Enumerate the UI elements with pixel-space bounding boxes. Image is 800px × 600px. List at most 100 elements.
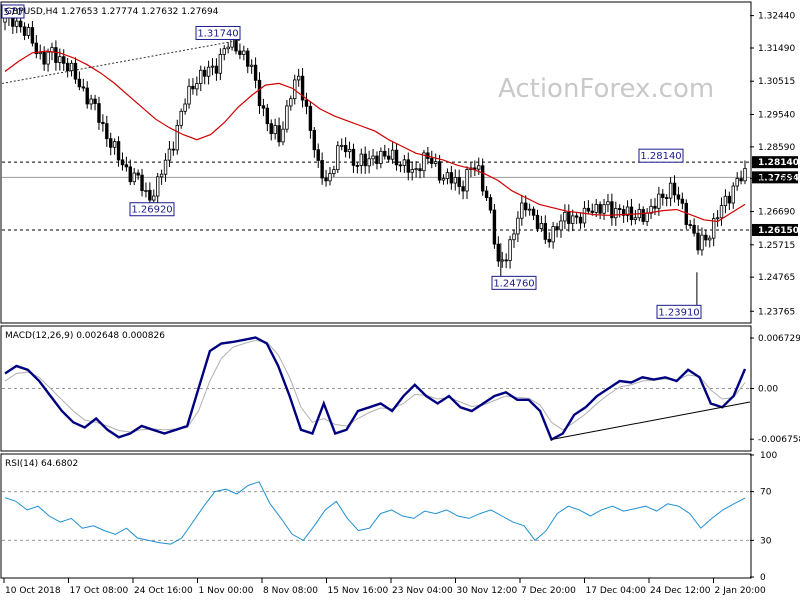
candle-body bbox=[661, 193, 665, 198]
candlestick-series bbox=[3, 5, 747, 307]
annotation-box bbox=[656, 304, 702, 319]
candle-body bbox=[508, 239, 512, 261]
candle-body bbox=[551, 226, 555, 243]
candle-body bbox=[406, 159, 410, 173]
candle-body bbox=[351, 148, 356, 166]
candle-body bbox=[226, 46, 230, 50]
watermark-text: ActionForex.com bbox=[498, 74, 714, 104]
candle-body bbox=[54, 47, 58, 63]
candle-body bbox=[621, 209, 626, 216]
candle-body bbox=[265, 107, 270, 125]
candle-body bbox=[394, 149, 399, 166]
candle-body bbox=[379, 150, 383, 164]
level-price-box bbox=[752, 223, 798, 236]
rsi-tick-label: 100 bbox=[760, 451, 777, 461]
candle-body bbox=[598, 204, 602, 214]
candle-body bbox=[144, 189, 148, 192]
candle-body bbox=[504, 259, 508, 262]
candle-body bbox=[633, 217, 638, 221]
candle-body bbox=[731, 185, 735, 204]
candle-body bbox=[202, 69, 207, 77]
price-tick-label: 1.25715 bbox=[758, 241, 795, 251]
candle-body bbox=[719, 205, 724, 219]
candle-body bbox=[704, 234, 708, 241]
candle-body bbox=[195, 83, 199, 90]
candle-body bbox=[363, 153, 367, 167]
time-tick-label: 10 Oct 2018 bbox=[5, 586, 61, 596]
candle-body bbox=[641, 209, 645, 222]
candle-body bbox=[3, 17, 7, 23]
candle-body bbox=[492, 209, 497, 245]
candle-body bbox=[390, 149, 395, 160]
candle-body bbox=[371, 155, 375, 160]
candle-body bbox=[547, 238, 551, 243]
candle-body bbox=[465, 169, 469, 192]
trend-line-dotted bbox=[1, 39, 241, 84]
price-axis-ticks: 1.32440 1.31490 1.30515 1.29540 1.28590 1.276… bbox=[750, 12, 795, 317]
candle-body bbox=[289, 98, 293, 107]
candle-body bbox=[668, 182, 673, 199]
price-tick-label: 1.23765 bbox=[758, 307, 795, 317]
candle-body bbox=[93, 98, 97, 104]
candle-body bbox=[163, 159, 168, 175]
candle-body bbox=[453, 177, 457, 184]
candle-body bbox=[281, 128, 285, 143]
candle-body bbox=[484, 190, 489, 198]
time-tick-label: 2 Jan 20:00 bbox=[715, 586, 767, 596]
candle-body bbox=[246, 50, 250, 67]
time-axis-ticks: 10 Oct 2018 17 Oct 08:00 24 Oct 16:00 1 Nov… bbox=[3, 578, 767, 596]
annotation-label: 570 bbox=[3, 7, 22, 18]
candle-body bbox=[422, 152, 426, 172]
price-panel-frame bbox=[0, 1, 752, 324]
candle-body bbox=[249, 64, 254, 67]
candle-body bbox=[602, 204, 606, 214]
candle-body bbox=[430, 158, 434, 164]
candle-body bbox=[136, 172, 140, 176]
candle-body bbox=[711, 218, 716, 239]
candle-body bbox=[120, 159, 125, 166]
candle-body bbox=[520, 202, 524, 219]
candle-body bbox=[500, 259, 504, 262]
candle-body bbox=[649, 205, 653, 214]
candle-body bbox=[461, 186, 465, 192]
annotation-label: 1.26920 bbox=[131, 205, 172, 216]
candle-body bbox=[594, 204, 598, 213]
candle-body bbox=[191, 85, 195, 90]
macd-main-line bbox=[4, 336, 747, 442]
candle-body bbox=[38, 52, 42, 55]
candle-body bbox=[65, 62, 70, 72]
candle-body bbox=[410, 169, 414, 173]
candle-body bbox=[437, 161, 442, 181]
candle-body bbox=[355, 165, 360, 167]
time-tick-label: 30 Nov 12:00 bbox=[457, 586, 518, 596]
rsi-line bbox=[4, 481, 746, 545]
candle-body bbox=[590, 210, 595, 213]
price-annotations: 570 1.31740 1.26920 1.28140 1.24760 1.23910 bbox=[1, 4, 702, 319]
candle-body bbox=[610, 201, 614, 219]
candle-body bbox=[257, 79, 262, 107]
level-price-label: 1.26150 bbox=[758, 226, 799, 236]
candle-body bbox=[477, 165, 481, 170]
candle-body bbox=[347, 148, 352, 153]
time-tick-label: 15 Nov 16:00 bbox=[328, 586, 389, 596]
candle-body bbox=[527, 208, 532, 211]
candle-body bbox=[524, 202, 528, 211]
candle-body bbox=[183, 103, 187, 112]
candle-body bbox=[387, 155, 391, 160]
candle-body bbox=[242, 50, 246, 55]
price-tick-label: 1.27665 bbox=[758, 174, 795, 184]
candle-body bbox=[383, 150, 387, 157]
candle-body bbox=[715, 217, 720, 220]
candle-body bbox=[18, 20, 23, 28]
candle-body bbox=[238, 50, 242, 55]
candle-body bbox=[743, 167, 747, 182]
candle-body bbox=[680, 198, 685, 204]
candle-body bbox=[563, 211, 567, 222]
candle-body bbox=[340, 144, 344, 147]
candle-body bbox=[320, 160, 324, 179]
candle-body bbox=[210, 65, 215, 68]
candle-body bbox=[418, 168, 422, 172]
candle-body bbox=[148, 189, 152, 201]
candle-body bbox=[539, 223, 544, 229]
